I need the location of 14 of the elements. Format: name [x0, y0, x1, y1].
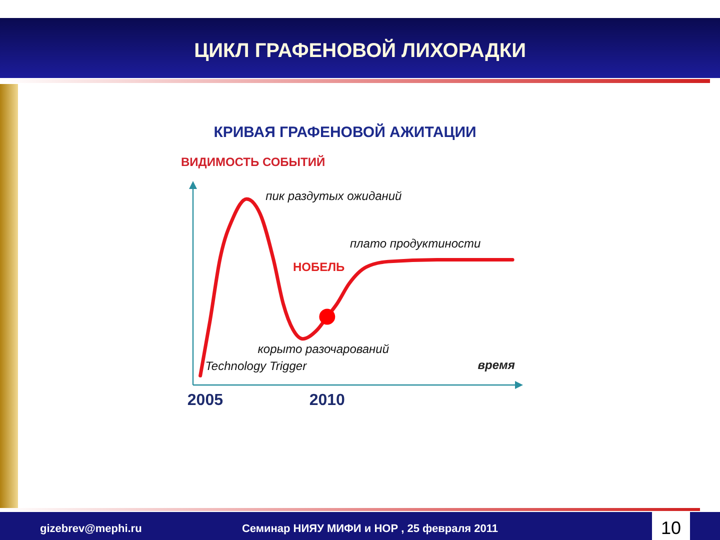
x-tick-label: 2010	[309, 392, 346, 409]
x-tick-label: 2005	[187, 392, 224, 409]
annotation: пик раздутых ожиданий	[266, 189, 402, 203]
y-axis-title: ВИДИМОСТЬ СОБЫТИЙ	[181, 155, 326, 169]
annotation: НОБЕЛЬ	[293, 260, 346, 274]
annotation: Technology Trigger	[205, 359, 308, 374]
annotation: плато продуктиности	[350, 236, 482, 251]
text: gizebrev@mephi.ru	[40, 523, 142, 535]
text: 10	[660, 518, 682, 538]
x-axis-title: время	[478, 358, 515, 372]
text: Семинар НИЯУ МИФИ и НОР , 25 февраля 2011	[242, 523, 498, 535]
chart-title: ЦИКЛ ГРАФЕНОВОЙ ЛИХОРАДКИ	[194, 38, 526, 62]
annotation: корыто разочарований	[258, 342, 390, 356]
chart-subtitle: КРИВАЯ ГРАФЕНОВОЙ АЖИТАЦИИ	[214, 123, 476, 141]
